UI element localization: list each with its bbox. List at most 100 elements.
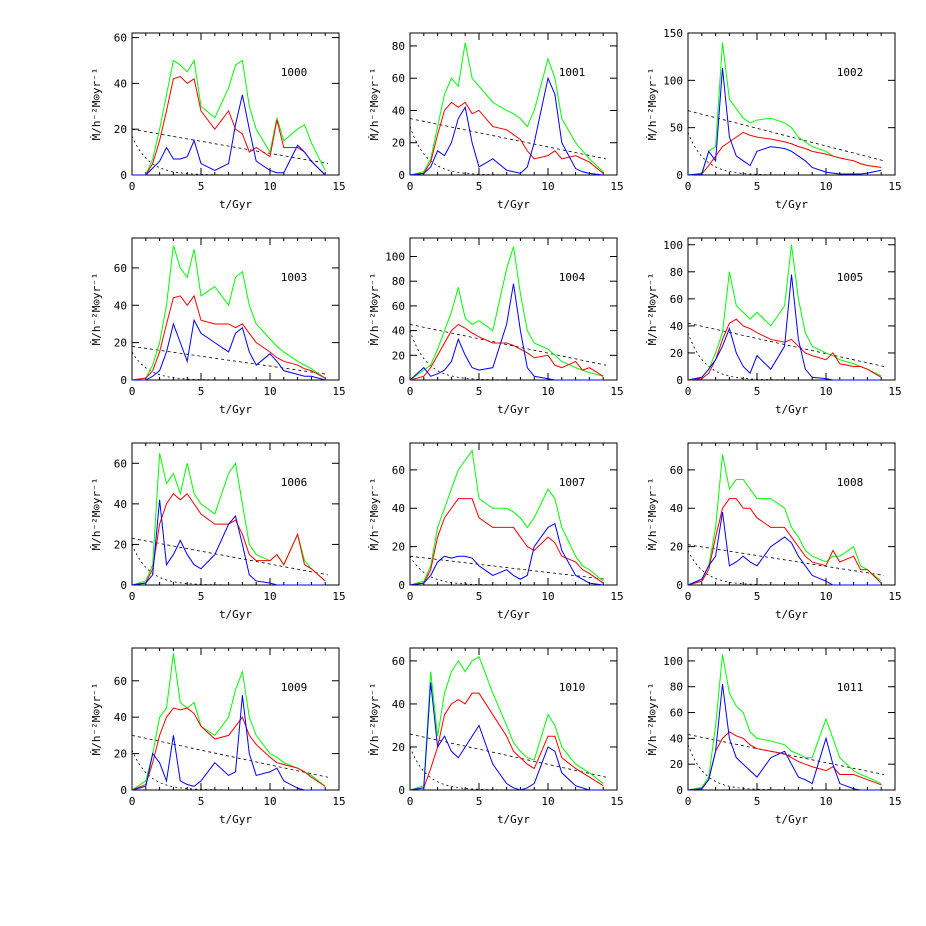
x-tick-label: 10 (541, 385, 554, 398)
y-axis-label: Ṁ/h⁻²M⊙yr⁻¹ (646, 683, 659, 756)
x-tick-label: 0 (685, 385, 692, 398)
y-tick-label: 60 (114, 32, 127, 45)
y-tick-label: 60 (670, 707, 683, 720)
series-blue-line (131, 499, 326, 586)
y-tick-label: 60 (114, 675, 127, 688)
series-green-line (687, 42, 882, 176)
series-blue-line (409, 522, 604, 586)
dashed-line-linear (409, 118, 607, 160)
dashed-line-decay (131, 544, 328, 586)
plot-frame (409, 647, 618, 791)
x-axis-label: t/Gyr (219, 608, 252, 621)
x-tick-label: 15 (610, 795, 623, 808)
x-tick-label: 10 (819, 795, 832, 808)
x-tick-label: 15 (610, 385, 623, 398)
y-axis-label: Ṁ/h⁻²M⊙yr⁻¹ (90, 478, 103, 551)
x-tick-label: 5 (754, 385, 761, 398)
series-red-line (687, 131, 882, 176)
y-tick-label: 0 (676, 374, 683, 387)
dashed-line-linear (131, 537, 329, 576)
y-tick-label: 100 (663, 239, 683, 252)
x-tick-label: 0 (129, 180, 136, 193)
x-axis-label: t/Gyr (497, 198, 530, 211)
x-tick-label: 0 (407, 180, 414, 193)
series-red-line (687, 498, 882, 586)
plot-frame (409, 442, 618, 586)
y-axis-label: Ṁ/h⁻²M⊙yr⁻¹ (90, 683, 103, 756)
plot-frame (131, 32, 340, 176)
y-tick-label: 0 (120, 374, 127, 387)
y-tick-label: 20 (114, 337, 127, 350)
y-tick-label: 80 (392, 275, 405, 288)
series-red-line (687, 731, 882, 791)
panel-label: 1010 (559, 681, 586, 694)
x-tick-label: 5 (754, 180, 761, 193)
dashed-line-decay (409, 746, 606, 791)
series-blue-line (409, 682, 604, 791)
y-tick-label: 40 (392, 104, 405, 117)
x-tick-label: 15 (888, 180, 901, 193)
y-axis-label: Ṁ/h⁻²M⊙yr⁻¹ (90, 273, 103, 346)
x-tick-label: 15 (332, 590, 345, 603)
series-green-line (687, 654, 882, 791)
plot-frame (687, 32, 896, 176)
y-tick-label: 0 (676, 784, 683, 797)
y-tick-label: 40 (670, 732, 683, 745)
series-green-line (409, 42, 604, 176)
plot-frame (409, 237, 618, 381)
series-green-line (687, 454, 882, 586)
series-red-line (409, 323, 604, 381)
dashed-line-decay (409, 126, 606, 176)
dashed-line-linear (131, 734, 329, 778)
y-tick-label: 40 (670, 320, 683, 333)
y-tick-label: 60 (670, 293, 683, 306)
y-tick-label: 40 (114, 299, 127, 312)
dashed-line-decay (131, 749, 328, 791)
y-tick-label: 40 (114, 711, 127, 724)
panel-label: 1003 (281, 271, 308, 284)
x-tick-label: 0 (129, 590, 136, 603)
y-tick-label: 20 (114, 123, 127, 136)
panel-label: 1007 (559, 476, 586, 489)
x-tick-label: 15 (332, 795, 345, 808)
x-tick-label: 10 (819, 385, 832, 398)
series-green-line (409, 449, 604, 586)
y-tick-label: 0 (120, 784, 127, 797)
y-axis-label: Ṁ/h⁻²M⊙yr⁻¹ (646, 478, 659, 551)
panel-1007: 0 5 10 15 0 20 40 60 t/Gyr Ṁ/h⁻²M⊙yr⁻¹ 1007 (368, 442, 624, 621)
y-tick-label: 60 (392, 464, 405, 477)
y-tick-label: 60 (670, 464, 683, 477)
y-tick-label: 80 (670, 681, 683, 694)
x-tick-label: 10 (819, 590, 832, 603)
x-axis-label: t/Gyr (775, 813, 808, 826)
panel-1005: 0 5 10 15 0 20 40 60 80 100 t/Gyr Ṁ/h⁻²M⊙yr⁻¹ 1005 (646, 237, 902, 416)
y-tick-label: 60 (392, 655, 405, 668)
y-tick-label: 0 (398, 374, 405, 387)
series-red-line (409, 101, 604, 176)
y-tick-label: 20 (114, 538, 127, 551)
series-green-line (131, 653, 326, 791)
dashed-line-linear (409, 555, 607, 580)
x-tick-label: 0 (129, 385, 136, 398)
y-tick-label: 20 (392, 741, 405, 754)
y-tick-label: 60 (114, 457, 127, 470)
panel-1010: 0 5 10 15 0 20 40 60 t/Gyr Ṁ/h⁻²M⊙yr⁻¹ 1010 (368, 647, 624, 826)
series-green-line (132, 59, 326, 176)
x-axis-label: t/Gyr (775, 403, 808, 416)
y-tick-label: 150 (663, 27, 683, 40)
panel-label: 1009 (281, 681, 308, 694)
x-tick-label: 0 (407, 590, 414, 603)
y-axis-label: Ṁ/h⁻²M⊙yr⁻¹ (646, 273, 659, 346)
dashed-line-linear (131, 345, 329, 375)
x-tick-label: 10 (263, 385, 276, 398)
panel-1000: 0 5 10 15 0 20 40 60 t/Gyr Ṁ/h⁻²M⊙yr⁻¹ 1000 (90, 32, 346, 211)
y-axis-label: Ṁ/h⁻²M⊙yr⁻¹ (646, 68, 659, 141)
series-red-line (131, 492, 326, 586)
dashed-line-decay (687, 744, 884, 791)
panel-1009: 0 5 10 15 0 20 40 60 t/Gyr Ṁ/h⁻²M⊙yr⁻¹ 1009 (90, 647, 346, 826)
x-tick-label: 5 (198, 795, 205, 808)
x-tick-label: 15 (888, 795, 901, 808)
series-green-line (409, 246, 604, 381)
x-tick-label: 0 (685, 795, 692, 808)
